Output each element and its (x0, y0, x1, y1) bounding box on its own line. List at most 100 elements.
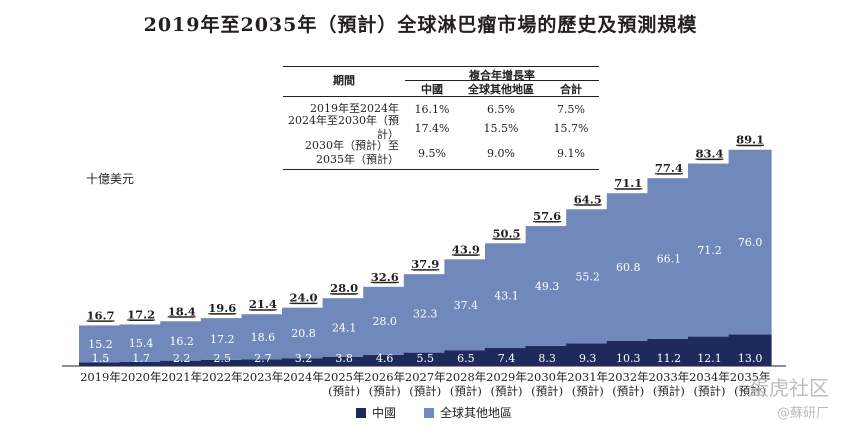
bar-china (241, 359, 285, 366)
bar-china (322, 356, 366, 366)
data-label-rest: 15.4 (129, 337, 154, 350)
legend-label-china: 中國 (372, 406, 397, 420)
bar-rest (525, 226, 569, 346)
x-tick-label: 2034年 (689, 370, 730, 384)
bar-rest (728, 149, 772, 335)
x-tick-label: 2022年 (202, 370, 243, 384)
cagr-period-header: 期間 (333, 74, 355, 87)
bar-china (688, 336, 731, 366)
x-tick-label: 2025年 (324, 370, 365, 384)
bar-rest (363, 286, 407, 355)
bar-rest (119, 324, 163, 362)
data-label-rest: 60.8 (616, 261, 641, 274)
bar-rest (322, 298, 366, 357)
data-label-rest: 55.2 (575, 270, 600, 283)
legend-swatch-china (356, 407, 366, 418)
data-label-china: 1.7 (132, 352, 150, 365)
data-label-rest: 17.2 (210, 333, 235, 346)
bar-china (282, 358, 325, 366)
cagr-subheader-row: 中國 全球其他地區 合計 (283, 81, 599, 97)
data-label-rest: 66.1 (657, 252, 682, 265)
data-label-rest: 28.0 (372, 315, 397, 328)
legend-label-rest: 全球其他地區 (440, 406, 513, 420)
cagr-value: 7.5% (557, 102, 585, 116)
data-label-rest: 16.2 (169, 335, 194, 348)
data-label-rest: 71.2 (697, 244, 722, 257)
x-tick-label: (預計) (409, 384, 441, 398)
bar-china (566, 343, 610, 366)
bar-china (525, 345, 569, 366)
watermark-line: @蘇研厂 (776, 406, 829, 421)
data-label-rest: 15.2 (88, 338, 113, 351)
data-label-total: 83.4 (695, 147, 723, 161)
bar-rest (566, 209, 610, 344)
cagr-col-total: 合計 (560, 83, 582, 96)
data-label-china: 4.6 (376, 352, 394, 365)
cagr-period: 2019年至2024年 (310, 102, 399, 115)
data-label-total: 16.7 (86, 308, 114, 322)
x-tick-label: (預計) (653, 384, 685, 398)
data-label-total: 57.6 (533, 209, 561, 223)
x-tick-label: 2023年 (243, 370, 284, 384)
data-label-china: 10.3 (616, 352, 641, 365)
data-label-total: 77.4 (655, 161, 683, 175)
bar-rest (241, 314, 285, 360)
cagr-period: 2030年（預計）至 2035年（預計） (283, 139, 405, 167)
data-label-rest: 49.3 (535, 280, 560, 293)
data-label-china: 1.5 (92, 352, 110, 365)
cagr-row: 2019年至2024年 16.1% 6.5% 7.5% (283, 99, 599, 119)
legend: 中國 全球其他地區 (356, 404, 512, 421)
x-tick-label: 2031年 (567, 370, 608, 384)
x-tick-label: (預計) (450, 384, 482, 398)
x-tick-label: 2029年 (486, 370, 527, 384)
x-tick-label: 2028年 (446, 370, 487, 384)
bar-china (647, 338, 691, 366)
data-label-total: 28.0 (330, 281, 358, 295)
watermark-line: 蛋虎社区 (749, 376, 829, 400)
unit-label: 十億美元 (86, 172, 135, 186)
bar-rest (200, 318, 244, 360)
bar-rest (79, 325, 122, 363)
data-label-rest: 37.4 (454, 299, 479, 312)
data-label-rest: 32.3 (413, 307, 438, 320)
bar-rest (444, 259, 488, 351)
cagr-col-china: 中國 (421, 83, 443, 96)
data-label-china: 12.1 (697, 352, 722, 365)
bar-china (200, 359, 244, 366)
cagr-value: 9.5% (418, 146, 446, 160)
data-label-china: 2.5 (214, 352, 232, 365)
cagr-period-line: 2035年（預計） (316, 153, 399, 166)
cagr-header-row: 期間 複合年增長率 (283, 66, 599, 87)
cagr-value: 16.1% (414, 102, 450, 116)
data-label-china: 2.2 (173, 352, 191, 365)
x-tick-label: (預計) (734, 384, 766, 398)
cagr-value: 9.0% (487, 146, 515, 160)
bar-china (606, 340, 650, 366)
cagr-row: 2030年（預計）至 2035年（預計） 9.5% 9.0% 9.1% (283, 137, 599, 170)
cagr-value: 15.7% (553, 121, 589, 135)
bar-rest (403, 274, 447, 353)
x-tick-label: (預計) (369, 384, 401, 398)
watermark: 蛋虎社区 @蘇研厂 (749, 375, 829, 427)
data-label-china: 6.5 (457, 352, 475, 365)
data-label-china: 8.3 (538, 352, 556, 365)
bar-rest (647, 178, 691, 339)
bar-china (728, 334, 772, 366)
x-tick-label: (預計) (328, 384, 360, 398)
data-label-total: 32.6 (371, 270, 399, 284)
x-tick-label: 2030年 (527, 370, 568, 384)
data-label-total: 17.2 (127, 307, 155, 321)
bar-rest (485, 243, 528, 349)
data-label-total: 89.1 (736, 133, 764, 147)
data-label-rest: 43.1 (494, 290, 519, 303)
bar-china (444, 350, 488, 366)
cagr-value: 6.5% (487, 102, 515, 116)
x-tick-label: (預計) (694, 384, 726, 398)
bar-china (403, 352, 447, 366)
bar-china (160, 360, 204, 366)
data-label-rest: 18.6 (251, 331, 276, 344)
data-label-china: 5.5 (417, 352, 435, 365)
x-tick-label: 2027年 (405, 370, 446, 384)
data-label-total: 37.9 (411, 257, 439, 271)
x-tick-label: (預計) (572, 384, 604, 398)
